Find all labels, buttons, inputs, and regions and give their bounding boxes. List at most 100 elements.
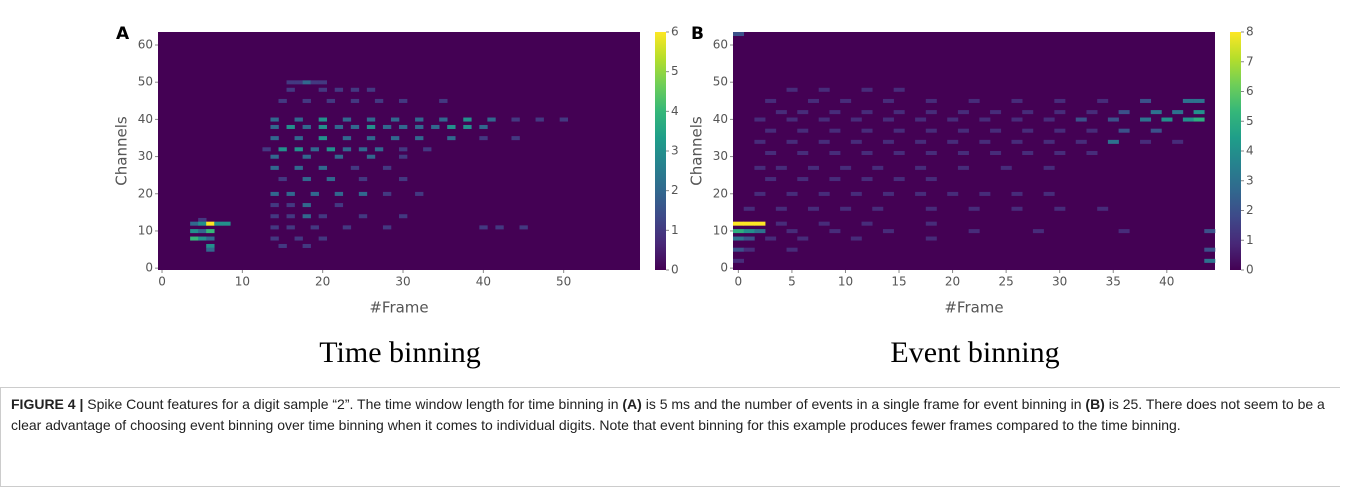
heatmap-cell	[893, 128, 905, 133]
heatmap-cell	[342, 117, 352, 122]
heatmap-cell	[1054, 151, 1066, 156]
colorbar-tick-label: 5	[671, 64, 679, 78]
colorbar-tick-label: 2	[671, 183, 679, 197]
heatmap-cell	[786, 87, 798, 92]
heatmap-cell	[270, 203, 279, 208]
heatmap-cell	[1193, 98, 1205, 103]
heatmap-cell	[957, 110, 969, 115]
heatmap-cell	[286, 124, 295, 129]
heatmap-cell	[318, 214, 327, 219]
heatmap-cell	[786, 117, 798, 122]
y-tick-label: 40	[138, 112, 153, 126]
heatmap-cell	[1000, 165, 1012, 170]
heatmap-cell	[294, 236, 303, 241]
heatmap-cell	[893, 151, 905, 156]
heatmap-cell	[206, 236, 215, 241]
colorbar-tick-label: 8	[1246, 25, 1254, 39]
heatmap-cell	[765, 236, 777, 241]
y-axis-label: Channels	[688, 116, 706, 186]
x-tick-label: 30	[1052, 275, 1067, 289]
heatmap-cell	[270, 191, 279, 196]
heatmap-cell	[754, 117, 766, 122]
panel-title: Event binning	[890, 336, 1059, 369]
colorbar	[655, 32, 666, 270]
colorbar-tick-label: 4	[1246, 144, 1254, 158]
heatmap-cell	[1043, 191, 1055, 196]
heatmap-cell	[840, 165, 852, 170]
panel-label: A	[116, 24, 130, 44]
heatmap-cell	[829, 110, 841, 115]
heatmap-cell	[818, 117, 830, 122]
heatmap-cell	[979, 117, 991, 122]
colorbar-tick-label: 4	[671, 104, 679, 118]
heatmap-cell	[270, 154, 279, 159]
heatmap-cell	[861, 151, 873, 156]
heatmap-cell	[190, 236, 199, 241]
heatmap-cell	[270, 236, 279, 241]
heatmap-cell	[733, 258, 745, 263]
heatmap-cell	[775, 206, 787, 211]
heatmap-cell	[1086, 128, 1098, 133]
heatmap-cell	[840, 206, 852, 211]
heatmap-cell	[1011, 206, 1023, 211]
heatmap-cell	[366, 117, 376, 122]
heatmap-cell	[318, 117, 327, 122]
heatmap-cell	[423, 147, 432, 152]
y-tick-label: 50	[138, 75, 153, 89]
heatmap-cell	[310, 191, 319, 196]
heatmap-cell	[872, 206, 884, 211]
heatmap-cell	[1204, 229, 1216, 234]
heatmap-cell	[447, 124, 456, 129]
x-tick-label: 35	[1106, 275, 1121, 289]
heatmap-cell	[294, 136, 303, 141]
heatmap-cell	[326, 147, 336, 152]
heatmap-cell	[278, 98, 287, 103]
heatmap-cell	[198, 236, 207, 241]
heatmap-cell	[882, 98, 894, 103]
heatmap-cell	[957, 151, 969, 156]
heatmap-cell	[302, 243, 311, 248]
heatmap-cell	[786, 139, 798, 144]
heatmap-cell	[818, 139, 830, 144]
heatmap-cell	[399, 214, 408, 219]
heatmap-cell	[807, 165, 819, 170]
heatmap-cell	[947, 191, 959, 196]
heatmap-cell	[754, 139, 766, 144]
heatmap-cell	[1150, 110, 1162, 115]
heatmap-cell	[206, 243, 215, 248]
heatmap-cell	[334, 203, 344, 208]
heatmap-cell	[829, 177, 841, 182]
heatmap-cell	[1075, 117, 1087, 122]
heatmap-cell	[302, 214, 311, 219]
heatmap-cell	[286, 80, 295, 85]
heatmap-cell	[850, 191, 862, 196]
x-tick-label: 40	[1159, 275, 1174, 289]
heatmap-cell	[342, 136, 352, 141]
heatmap-cell	[463, 117, 472, 122]
y-tick-label: 20	[713, 186, 728, 200]
heatmap-cell	[1043, 139, 1055, 144]
heatmap-cell	[957, 165, 969, 170]
heatmap-cell	[968, 98, 980, 103]
heatmap-cell	[222, 221, 231, 226]
heatmap-cell	[302, 203, 311, 208]
heatmap-cell	[286, 87, 295, 92]
x-tick-label: 0	[158, 275, 166, 289]
caption-label: FIGURE 4 |	[11, 396, 84, 412]
heatmap-cell	[872, 165, 884, 170]
heatmap-cell	[262, 147, 271, 152]
heatmap-cell	[925, 221, 937, 226]
heatmap-cell	[797, 151, 809, 156]
heatmap-cell	[206, 221, 215, 226]
heatmap-cell	[968, 229, 980, 234]
x-axis-label: #Frame	[944, 299, 1003, 317]
colorbar-tick-label: 3	[1246, 173, 1254, 187]
heatmap-cell	[399, 154, 408, 159]
heatmap-cell	[399, 98, 408, 103]
heatmap-cell	[786, 229, 798, 234]
heatmap-cell	[1182, 117, 1194, 122]
heatmap-cell	[1086, 151, 1098, 156]
heatmap-cell	[511, 136, 520, 141]
heatmap-cell	[270, 117, 279, 122]
